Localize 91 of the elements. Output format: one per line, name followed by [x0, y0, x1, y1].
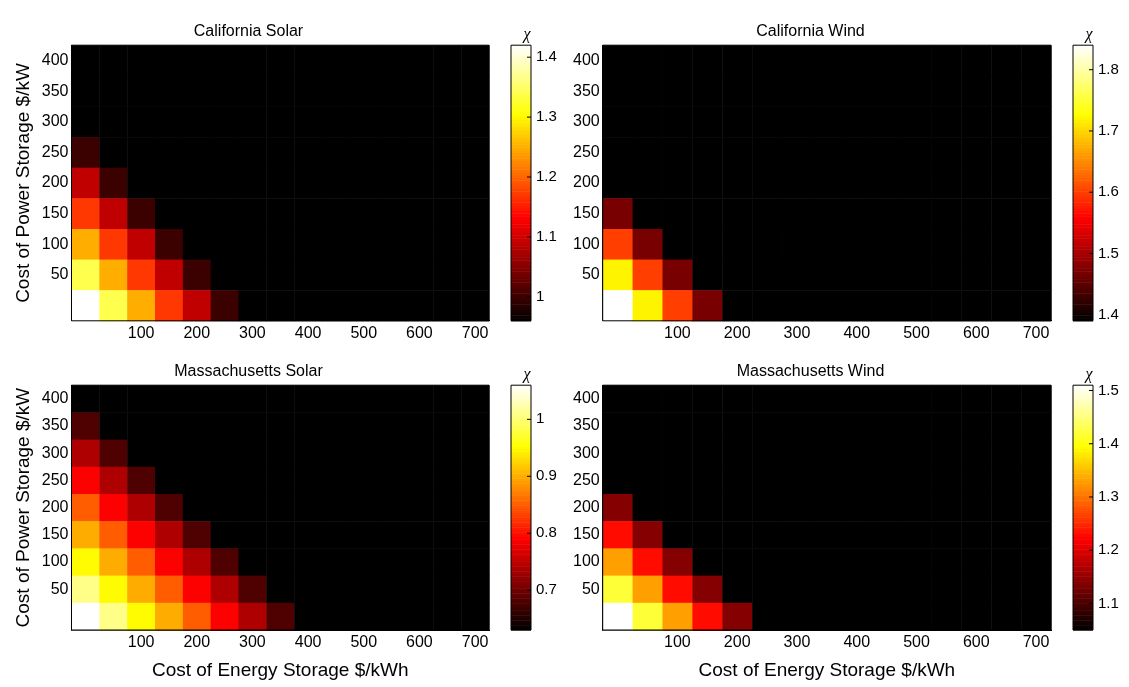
y-tick-label: 150: [572, 525, 600, 543]
y-tick-label: 50: [581, 265, 600, 283]
y-tick-label: 300: [572, 443, 600, 461]
x-axis-title: Cost of Energy Storage $/kWh: [698, 658, 956, 680]
x-tick-label: 500: [350, 633, 378, 651]
x-tick-label: 600: [962, 323, 990, 341]
y-tick-label: 50: [50, 579, 69, 597]
y-tick-label: 300: [41, 443, 69, 461]
color-bar-label: 1: [536, 409, 545, 427]
x-tick-label: 700: [1022, 323, 1050, 341]
y-tick-label: 400: [572, 389, 600, 407]
color-bar-label: 1.1: [536, 227, 557, 245]
y-tick-label: 100: [572, 234, 600, 252]
color-bar-label: 1.4: [536, 47, 557, 65]
chart-title: California Wind: [756, 22, 865, 40]
y-tick-label: 400: [41, 389, 69, 407]
x-tick-label: 300: [239, 323, 266, 341]
chart-title: California Solar: [193, 22, 304, 40]
y-axis-title: Cost of Power Storage $/kW: [11, 387, 33, 628]
x-tick-label: 200: [183, 633, 211, 651]
color-bar-label: 1.5: [1098, 380, 1119, 398]
y-tick-label: 150: [572, 204, 600, 222]
x-tick-label: 500: [903, 323, 930, 341]
x-tick-label: 400: [843, 633, 871, 651]
x-tick-label: 100: [127, 323, 155, 341]
y-tick-label: 350: [572, 416, 600, 434]
y-tick-label: 200: [572, 173, 600, 191]
chart-title: Massachusetts Solar: [174, 362, 324, 380]
color-bar-label: 1: [536, 286, 545, 304]
y-tick-label: 400: [572, 50, 600, 68]
color-bar-label: 1.4: [1098, 433, 1119, 451]
color-bar-label: 0.9: [536, 466, 557, 484]
color-bar-label: 1.1: [1098, 593, 1119, 611]
x-tick-label: 300: [783, 633, 811, 651]
x-tick-label: 700: [461, 633, 489, 651]
color-bar-label: 1.3: [1098, 487, 1119, 505]
color-bar-title: χ: [1083, 25, 1094, 44]
y-tick-label: 350: [572, 81, 600, 99]
y-tick-label: 300: [572, 112, 600, 130]
color-bar-label: 0.8: [536, 523, 557, 541]
color-bar-label: 1.4: [1098, 304, 1119, 322]
x-tick-label: 400: [294, 633, 322, 651]
y-tick-label: 100: [572, 552, 600, 570]
x-tick-label: 600: [406, 323, 433, 341]
y-tick-label: 150: [41, 525, 69, 543]
x-tick-label: 100: [664, 323, 691, 341]
y-tick-label: 250: [572, 470, 600, 488]
x-tick-label: 700: [1022, 633, 1050, 651]
color-bar-label: 1.6: [1098, 182, 1119, 200]
y-tick-label: 200: [41, 173, 69, 191]
x-tick-label: 600: [406, 633, 433, 651]
color-bar-label: 1.2: [1098, 540, 1119, 558]
x-tick-label: 300: [783, 323, 811, 341]
x-tick-label: 700: [461, 323, 489, 341]
x-tick-label: 100: [127, 633, 155, 651]
x-tick-label: 200: [723, 633, 751, 651]
y-tick-label: 50: [581, 579, 600, 597]
color-bar-label: 0.7: [536, 580, 557, 598]
y-tick-label: 200: [572, 498, 600, 516]
x-tick-label: 500: [350, 323, 378, 341]
x-tick-label: 600: [962, 633, 990, 651]
color-bar-label: 1.3: [536, 107, 557, 125]
y-tick-label: 250: [41, 142, 69, 160]
y-axis-title: Cost of Power Storage $/kW: [11, 63, 33, 303]
x-tick-label: 100: [664, 633, 691, 651]
y-tick-label: 350: [41, 81, 69, 99]
y-tick-label: 250: [41, 470, 69, 488]
y-tick-label: 200: [41, 498, 69, 516]
y-tick-label: 350: [41, 416, 69, 434]
x-tick-label: 400: [843, 323, 871, 341]
chart-title: Massachusetts Wind: [736, 362, 885, 380]
color-bar-label: 1.8: [1098, 59, 1119, 77]
color-bar-label: 1.5: [1098, 243, 1119, 261]
y-tick-label: 400: [41, 50, 69, 68]
color-bar-title: χ: [1083, 365, 1094, 384]
y-tick-label: 50: [50, 265, 69, 283]
color-bar-title: χ: [521, 25, 532, 44]
y-tick-label: 100: [41, 234, 69, 252]
color-bar-label: 1.2: [536, 167, 557, 185]
x-tick-label: 200: [723, 323, 751, 341]
y-tick-label: 300: [41, 112, 69, 130]
color-bar-title: χ: [521, 365, 532, 384]
x-tick-label: 400: [294, 323, 322, 341]
x-tick-label: 200: [183, 323, 211, 341]
y-tick-label: 250: [572, 142, 600, 160]
x-axis-title: Cost of Energy Storage $/kWh: [151, 658, 409, 680]
color-bar-label: 1.7: [1098, 121, 1119, 139]
y-tick-label: 100: [41, 552, 69, 570]
x-tick-label: 500: [903, 633, 930, 651]
y-tick-label: 150: [41, 204, 69, 222]
x-tick-label: 300: [239, 633, 266, 651]
